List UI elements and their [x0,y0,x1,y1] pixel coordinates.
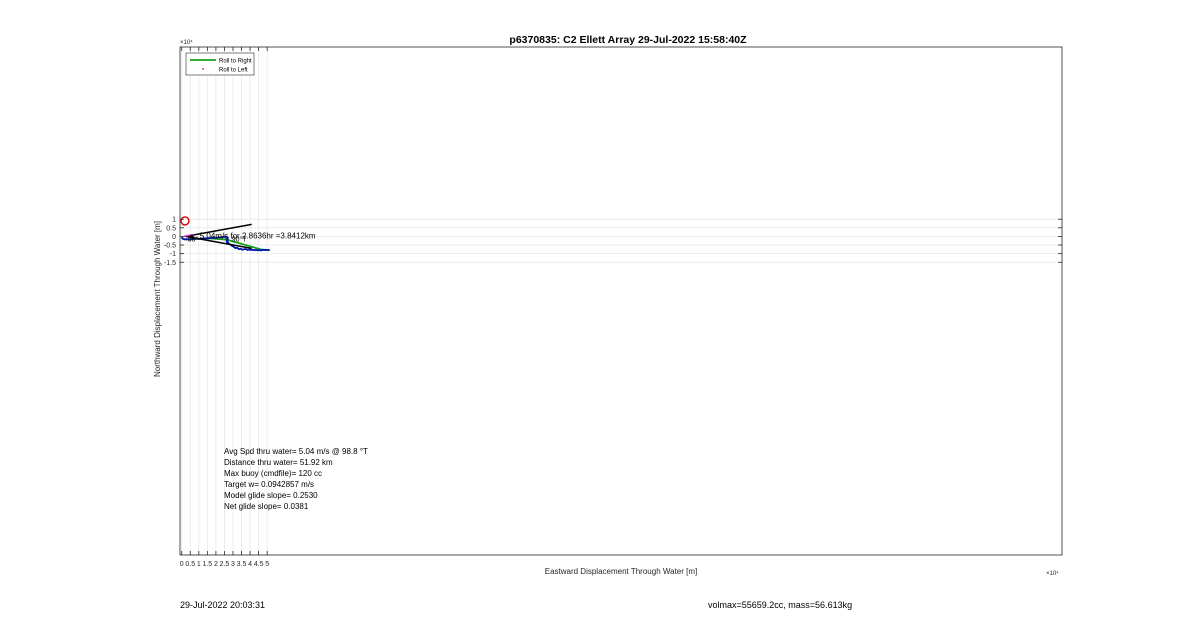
stats-line: Distance thru water= 51.92 km [224,458,333,467]
annotations: p6370835: C2 Ellett Array 29-Jul-2022 15… [153,34,1059,577]
y-tick-label: -0.5 [164,243,176,250]
x-tick-label: 0.5 [185,561,195,568]
stats-line: Max buoy (cmdfile)= 120 cc [224,469,322,478]
ticks: 0 0.5 1 1.5 2 2.5 3 3.5 4 4.5 510.50-0.5-1-1.5 [164,47,1062,568]
x-tick-label: 4 [248,561,252,568]
footer-timestamp: 29-Jul-2022 20:03:31 [180,600,266,610]
y-tick-label: -1.5 [164,260,176,267]
grid [180,47,1062,555]
start-marker [190,234,194,239]
legend-label-roll-to-right: Roll to Right [219,59,252,65]
angle-label-right: 90°T [232,235,248,243]
axes-box [179,46,1063,556]
legend-label-roll-to-left: Roll to Left [219,68,248,74]
x-tick-label: 3.5 [237,561,247,568]
x-tick-label: 2 [214,561,218,568]
legend: Roll to Right Roll to Left [185,52,255,76]
x-axis-label: Eastward Displacement Through Water [m] [545,567,698,576]
y-exponent-label: ×10⁴ [180,39,193,46]
chart-title: p6370835: C2 Ellett Array 29-Jul-2022 15… [509,34,747,46]
stats-text-block: Avg Spd thru water= 5.04 m/s @ 98.8 °T Di… [224,447,368,511]
y-tick-label: -1 [170,251,176,258]
course-line-magenta [183,233,194,238]
speed-annotation: 5.04m/s for 2.8636hr =3.8412km [200,231,316,240]
y-tick-label: 0.5 [166,225,176,232]
stats-line: Target w= 0.0942857 m/s [224,480,314,489]
heading-line-upper [185,223,252,238]
stats-line: Net glide slope= 0.0381 [224,502,309,511]
y-tick-label: 1 [172,217,176,224]
stats-line: Model glide slope= 0.2530 [224,491,318,500]
legend-swatch-roll-to-left [202,68,204,70]
x-tick-label: 5 [265,561,269,568]
y-tick-label: 0 [172,234,176,241]
heading-line-lower [185,235,252,250]
x-exponent-label: ×10⁴ [1046,570,1059,577]
x-tick-label: 2.5 [220,561,230,568]
angle-label-left: 90° [188,235,199,243]
x-tick-label: 1.5 [202,561,212,568]
x-tick-label: 1 [197,561,201,568]
footer-volmax-mass: volmax=55659.2cc, mass=56.613kg [708,600,853,610]
waypoint-marker [180,216,190,226]
y-axis-label: Northward Displacement Through Water [m] [153,221,162,377]
x-tick-label: 3 [231,561,235,568]
stats-line: Avg Spd thru water= 5.04 m/s @ 98.8 °T [224,447,368,456]
x-tick-label: 4.5 [254,561,264,568]
x-tick-label: 0 [180,561,184,568]
